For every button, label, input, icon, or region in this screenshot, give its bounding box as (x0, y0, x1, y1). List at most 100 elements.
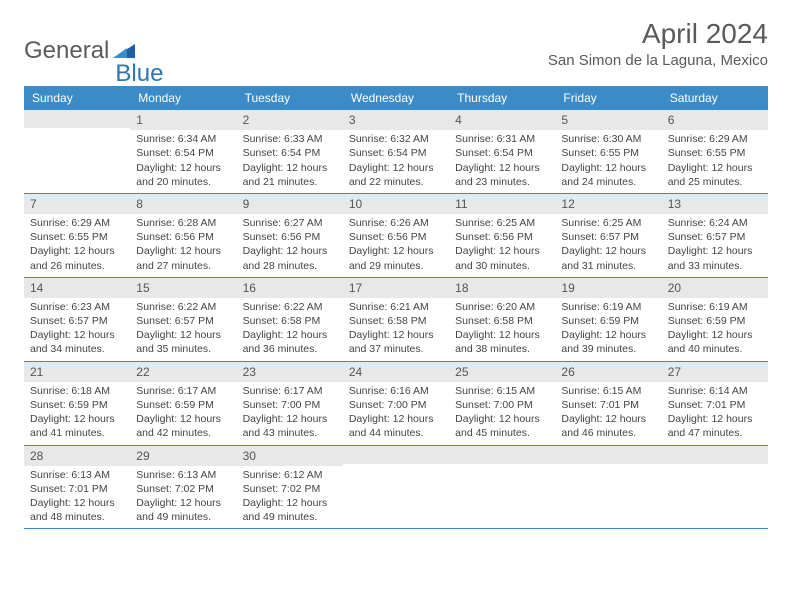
sunset-text: Sunset: 7:00 PM (243, 398, 337, 412)
calendar-cell: 24Sunrise: 6:16 AMSunset: 7:00 PMDayligh… (343, 362, 449, 445)
cell-body: Sunrise: 6:17 AMSunset: 7:00 PMDaylight:… (237, 382, 343, 445)
sunrise-text: Sunrise: 6:20 AM (455, 300, 549, 314)
cell-body: Sunrise: 6:27 AMSunset: 6:56 PMDaylight:… (237, 214, 343, 277)
day-number: 16 (237, 278, 343, 298)
calendar-cell: 30Sunrise: 6:12 AMSunset: 7:02 PMDayligh… (237, 446, 343, 529)
calendar-cell: 11Sunrise: 6:25 AMSunset: 6:56 PMDayligh… (449, 194, 555, 277)
calendar-cell: 10Sunrise: 6:26 AMSunset: 6:56 PMDayligh… (343, 194, 449, 277)
cell-body: Sunrise: 6:13 AMSunset: 7:01 PMDaylight:… (24, 466, 130, 529)
cell-body: Sunrise: 6:19 AMSunset: 6:59 PMDaylight:… (555, 298, 661, 361)
cell-body: Sunrise: 6:26 AMSunset: 6:56 PMDaylight:… (343, 214, 449, 277)
sunrise-text: Sunrise: 6:25 AM (455, 216, 549, 230)
day-number: 2 (237, 110, 343, 130)
calendar-cell: 23Sunrise: 6:17 AMSunset: 7:00 PMDayligh… (237, 362, 343, 445)
day-number: 4 (449, 110, 555, 130)
sunset-text: Sunset: 6:58 PM (243, 314, 337, 328)
sunrise-text: Sunrise: 6:15 AM (561, 384, 655, 398)
sunrise-text: Sunrise: 6:16 AM (349, 384, 443, 398)
day-number: 9 (237, 194, 343, 214)
daylight-text: Daylight: 12 hours and 20 minutes. (136, 161, 230, 189)
cell-body (555, 464, 661, 524)
day-number: 5 (555, 110, 661, 130)
sunset-text: Sunset: 6:54 PM (136, 146, 230, 160)
location-label: San Simon de la Laguna, Mexico (548, 52, 768, 69)
sunset-text: Sunset: 6:58 PM (349, 314, 443, 328)
day-number: 11 (449, 194, 555, 214)
daylight-text: Daylight: 12 hours and 38 minutes. (455, 328, 549, 356)
cell-body: Sunrise: 6:31 AMSunset: 6:54 PMDaylight:… (449, 130, 555, 193)
cell-body: Sunrise: 6:13 AMSunset: 7:02 PMDaylight:… (130, 466, 236, 529)
sunset-text: Sunset: 6:56 PM (455, 230, 549, 244)
calendar-cell: 16Sunrise: 6:22 AMSunset: 6:58 PMDayligh… (237, 278, 343, 361)
cell-body: Sunrise: 6:15 AMSunset: 7:01 PMDaylight:… (555, 382, 661, 445)
daylight-text: Daylight: 12 hours and 45 minutes. (455, 412, 549, 440)
daylight-text: Daylight: 12 hours and 43 minutes. (243, 412, 337, 440)
title-block: April 2024 San Simon de la Laguna, Mexic… (548, 18, 768, 69)
daylight-text: Daylight: 12 hours and 49 minutes. (136, 496, 230, 524)
day-number: 29 (130, 446, 236, 466)
cell-body: Sunrise: 6:28 AMSunset: 6:56 PMDaylight:… (130, 214, 236, 277)
sunset-text: Sunset: 7:01 PM (30, 482, 124, 496)
cell-body (343, 464, 449, 524)
day-header-fri: Friday (555, 86, 661, 110)
calendar-cell: 21Sunrise: 6:18 AMSunset: 6:59 PMDayligh… (24, 362, 130, 445)
day-number: 28 (24, 446, 130, 466)
daylight-text: Daylight: 12 hours and 23 minutes. (455, 161, 549, 189)
sunset-text: Sunset: 6:59 PM (30, 398, 124, 412)
sunrise-text: Sunrise: 6:33 AM (243, 132, 337, 146)
logo-text-blue: Blue (115, 60, 163, 88)
sunset-text: Sunset: 6:55 PM (668, 146, 762, 160)
sunset-text: Sunset: 6:55 PM (561, 146, 655, 160)
calendar-cell (24, 110, 130, 193)
day-number: 13 (662, 194, 768, 214)
calendar-cell (449, 446, 555, 529)
cell-body: Sunrise: 6:33 AMSunset: 6:54 PMDaylight:… (237, 130, 343, 193)
day-number: 12 (555, 194, 661, 214)
sunrise-text: Sunrise: 6:29 AM (668, 132, 762, 146)
cell-body: Sunrise: 6:32 AMSunset: 6:54 PMDaylight:… (343, 130, 449, 193)
day-number: 24 (343, 362, 449, 382)
day-number: 17 (343, 278, 449, 298)
cell-body: Sunrise: 6:23 AMSunset: 6:57 PMDaylight:… (24, 298, 130, 361)
cell-body: Sunrise: 6:29 AMSunset: 6:55 PMDaylight:… (24, 214, 130, 277)
sunset-text: Sunset: 7:01 PM (561, 398, 655, 412)
sunset-text: Sunset: 7:00 PM (349, 398, 443, 412)
day-header-tue: Tuesday (237, 86, 343, 110)
sunrise-text: Sunrise: 6:19 AM (668, 300, 762, 314)
sunrise-text: Sunrise: 6:12 AM (243, 468, 337, 482)
calendar-cell: 4Sunrise: 6:31 AMSunset: 6:54 PMDaylight… (449, 110, 555, 193)
sunrise-text: Sunrise: 6:32 AM (349, 132, 443, 146)
cell-body (24, 128, 130, 188)
month-title: April 2024 (548, 18, 768, 50)
sunset-text: Sunset: 6:57 PM (30, 314, 124, 328)
day-header-wed: Wednesday (343, 86, 449, 110)
calendar-cell (555, 446, 661, 529)
sunrise-text: Sunrise: 6:28 AM (136, 216, 230, 230)
sunset-text: Sunset: 6:54 PM (243, 146, 337, 160)
sunset-text: Sunset: 6:57 PM (136, 314, 230, 328)
sunrise-text: Sunrise: 6:17 AM (243, 384, 337, 398)
logo-text-general: General (24, 37, 109, 65)
calendar-cell (662, 446, 768, 529)
sunset-text: Sunset: 6:57 PM (561, 230, 655, 244)
day-number: 3 (343, 110, 449, 130)
sunset-text: Sunset: 6:54 PM (455, 146, 549, 160)
sunset-text: Sunset: 6:56 PM (349, 230, 443, 244)
calendar-cell: 1Sunrise: 6:34 AMSunset: 6:54 PMDaylight… (130, 110, 236, 193)
cell-body: Sunrise: 6:22 AMSunset: 6:58 PMDaylight:… (237, 298, 343, 361)
calendar-cell: 27Sunrise: 6:14 AMSunset: 7:01 PMDayligh… (662, 362, 768, 445)
day-number: 7 (24, 194, 130, 214)
logo: General Blue (24, 26, 163, 76)
week-row: 1Sunrise: 6:34 AMSunset: 6:54 PMDaylight… (24, 110, 768, 194)
day-header-sun: Sunday (24, 86, 130, 110)
sunrise-text: Sunrise: 6:27 AM (243, 216, 337, 230)
daylight-text: Daylight: 12 hours and 42 minutes. (136, 412, 230, 440)
weeks-container: 1Sunrise: 6:34 AMSunset: 6:54 PMDaylight… (24, 110, 768, 529)
calendar-cell: 19Sunrise: 6:19 AMSunset: 6:59 PMDayligh… (555, 278, 661, 361)
cell-body: Sunrise: 6:24 AMSunset: 6:57 PMDaylight:… (662, 214, 768, 277)
sunset-text: Sunset: 6:56 PM (243, 230, 337, 244)
sunset-text: Sunset: 7:02 PM (243, 482, 337, 496)
calendar-cell: 18Sunrise: 6:20 AMSunset: 6:58 PMDayligh… (449, 278, 555, 361)
calendar-cell: 2Sunrise: 6:33 AMSunset: 6:54 PMDaylight… (237, 110, 343, 193)
week-row: 14Sunrise: 6:23 AMSunset: 6:57 PMDayligh… (24, 278, 768, 362)
